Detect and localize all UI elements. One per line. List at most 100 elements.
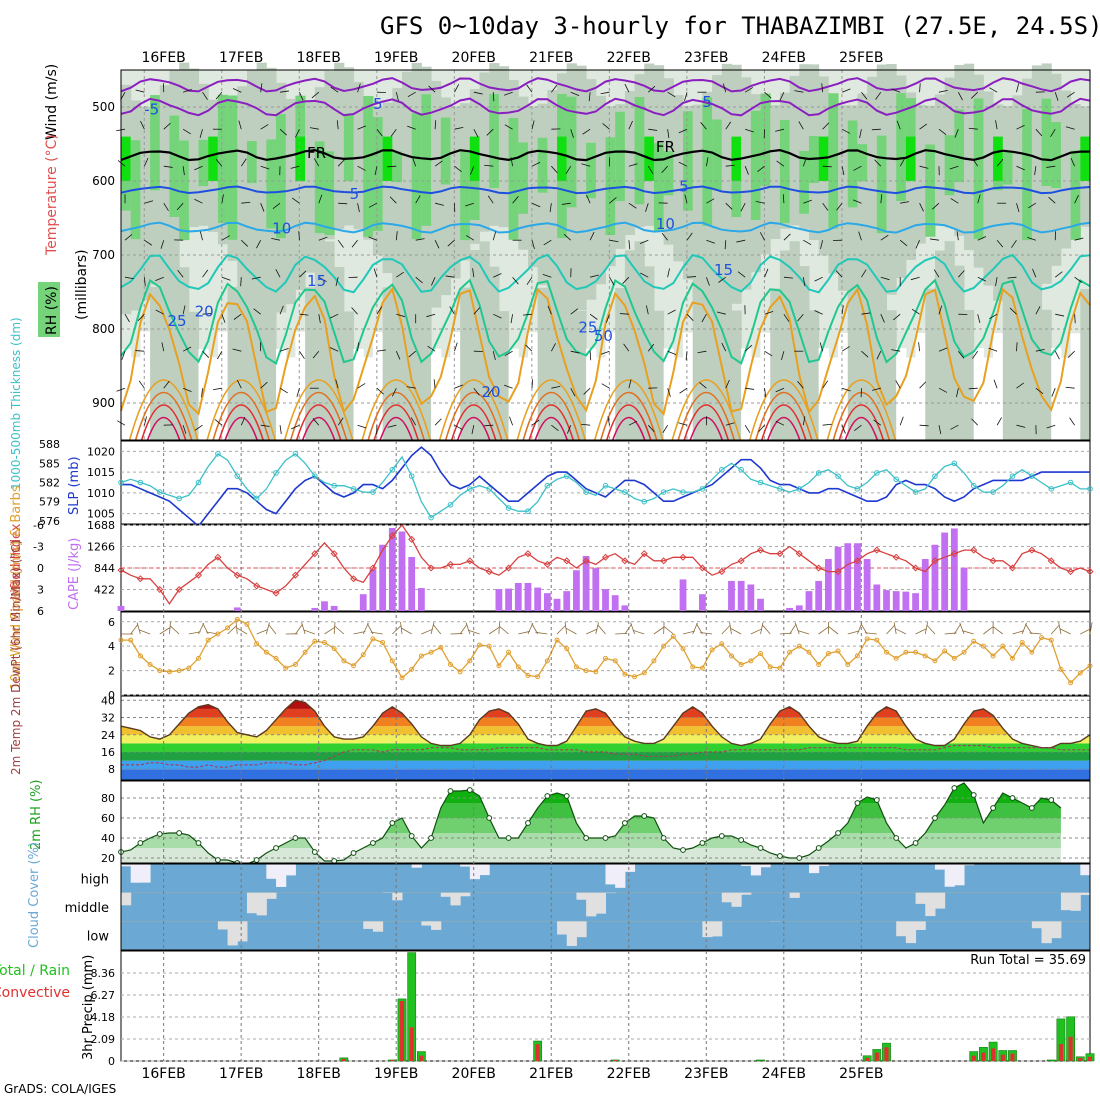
y-tick-label: 500 <box>92 100 115 114</box>
contour-label: 20 <box>481 383 500 401</box>
cape-bar <box>950 528 958 611</box>
cloud-cell <box>392 892 403 901</box>
rh-band-mid <box>159 85 170 267</box>
wind-barb <box>725 164 735 167</box>
rh-band-low <box>450 332 461 440</box>
thickness-point <box>1029 473 1035 479</box>
thickness-point <box>215 450 221 457</box>
cloud-cell <box>915 892 926 904</box>
thickness-point <box>525 508 531 515</box>
cape-bar <box>824 559 832 611</box>
thickness-point <box>583 489 589 495</box>
wind-barb <box>900 201 910 204</box>
wind-barb <box>1007 276 1017 279</box>
contour-label: 20 <box>195 302 214 320</box>
wind-barb <box>725 121 732 130</box>
lifted-index-point <box>233 571 241 579</box>
contour-label: FR <box>307 144 326 162</box>
rh-band-low <box>905 357 917 440</box>
li-tick-label: -3 <box>33 541 44 554</box>
panel-frame <box>120 611 1091 696</box>
cloud-cell <box>750 864 762 876</box>
wind-barb <box>279 305 284 315</box>
wind-barb <box>686 276 697 278</box>
run-total-label: Run Total = 35.69 <box>970 953 1086 968</box>
wind-barb <box>454 84 460 93</box>
wind-barb <box>161 342 165 352</box>
lifted-index-point <box>989 557 997 565</box>
cape-bar <box>902 591 910 611</box>
wind-barb <box>333 622 336 635</box>
rh-band-mid <box>576 65 587 311</box>
lifted-index-point <box>1028 546 1036 554</box>
thickness-point <box>951 460 958 467</box>
wind-barb <box>663 626 674 635</box>
contour-label: 15 <box>307 272 326 290</box>
warm-contour <box>516 379 587 441</box>
warm-contour <box>683 404 730 441</box>
wind-barb <box>919 424 929 427</box>
cloud-row-label: high <box>81 872 109 887</box>
wind-speed-point <box>273 655 279 661</box>
thickness-series-line <box>120 452 1090 519</box>
wind-barb <box>182 387 192 392</box>
wind-barb <box>678 422 688 426</box>
wind-barb <box>968 127 978 130</box>
warm-contour <box>301 416 336 441</box>
rh-point <box>660 835 667 841</box>
warm-contour <box>522 391 581 441</box>
thickness-point <box>893 476 900 483</box>
wind-barb <box>684 92 688 101</box>
rh-point <box>1048 797 1055 803</box>
cloud-cell <box>140 864 151 883</box>
lifted-index-point <box>214 553 222 561</box>
wind-barb <box>640 272 649 278</box>
rh-band-low <box>789 241 800 440</box>
precip-convective-bar <box>1078 1057 1083 1061</box>
wind-speed-point <box>234 616 240 622</box>
cloud-cell <box>246 892 258 914</box>
cape-bar <box>728 580 735 611</box>
rh-point <box>990 805 996 811</box>
wind-barb <box>338 202 348 205</box>
wind-barb <box>1011 239 1017 248</box>
cape-bar <box>369 569 377 611</box>
wind-barb <box>1009 307 1017 315</box>
wind-speed-point <box>622 671 628 677</box>
lifted-index-point <box>582 557 590 565</box>
wind-barb <box>814 276 823 282</box>
wind-barb <box>597 624 606 635</box>
wind-barb <box>159 627 171 635</box>
wind-barb <box>376 128 383 137</box>
wind-barb <box>779 92 785 101</box>
lifted-index-point <box>253 582 261 590</box>
wind-barb <box>880 314 885 323</box>
wind-barb <box>454 126 464 130</box>
rh-band-green <box>227 95 238 240</box>
wind-barb <box>1059 628 1071 635</box>
warm-contour <box>456 416 491 441</box>
rh-band-mid <box>440 97 451 296</box>
lifted-index-point <box>795 550 803 558</box>
cloud-cell <box>266 864 277 879</box>
wind-barb <box>886 624 895 635</box>
rh-band-green <box>1070 150 1081 240</box>
wind-barb <box>117 160 126 167</box>
wind-barb <box>989 87 998 93</box>
wind-barb <box>124 234 133 241</box>
cloud-cell <box>731 892 742 907</box>
warm-contour <box>844 416 879 441</box>
thickness-point <box>563 473 570 479</box>
warm-contour <box>361 379 431 441</box>
thickness-axis-label: 1000-500mb Thickness (dm) <box>9 317 23 490</box>
wind-speed-point <box>496 663 502 669</box>
lifted-index-axis-label: Lifted Index <box>9 523 24 600</box>
wind-barb <box>473 307 481 315</box>
thickness-point <box>854 486 861 492</box>
rh-point <box>680 847 686 853</box>
wind-barb <box>919 381 927 389</box>
thickness-point <box>505 505 512 511</box>
lifted-index-point <box>698 564 706 572</box>
precip-convective-bar <box>1010 1053 1015 1061</box>
rh-band-green <box>343 113 355 182</box>
